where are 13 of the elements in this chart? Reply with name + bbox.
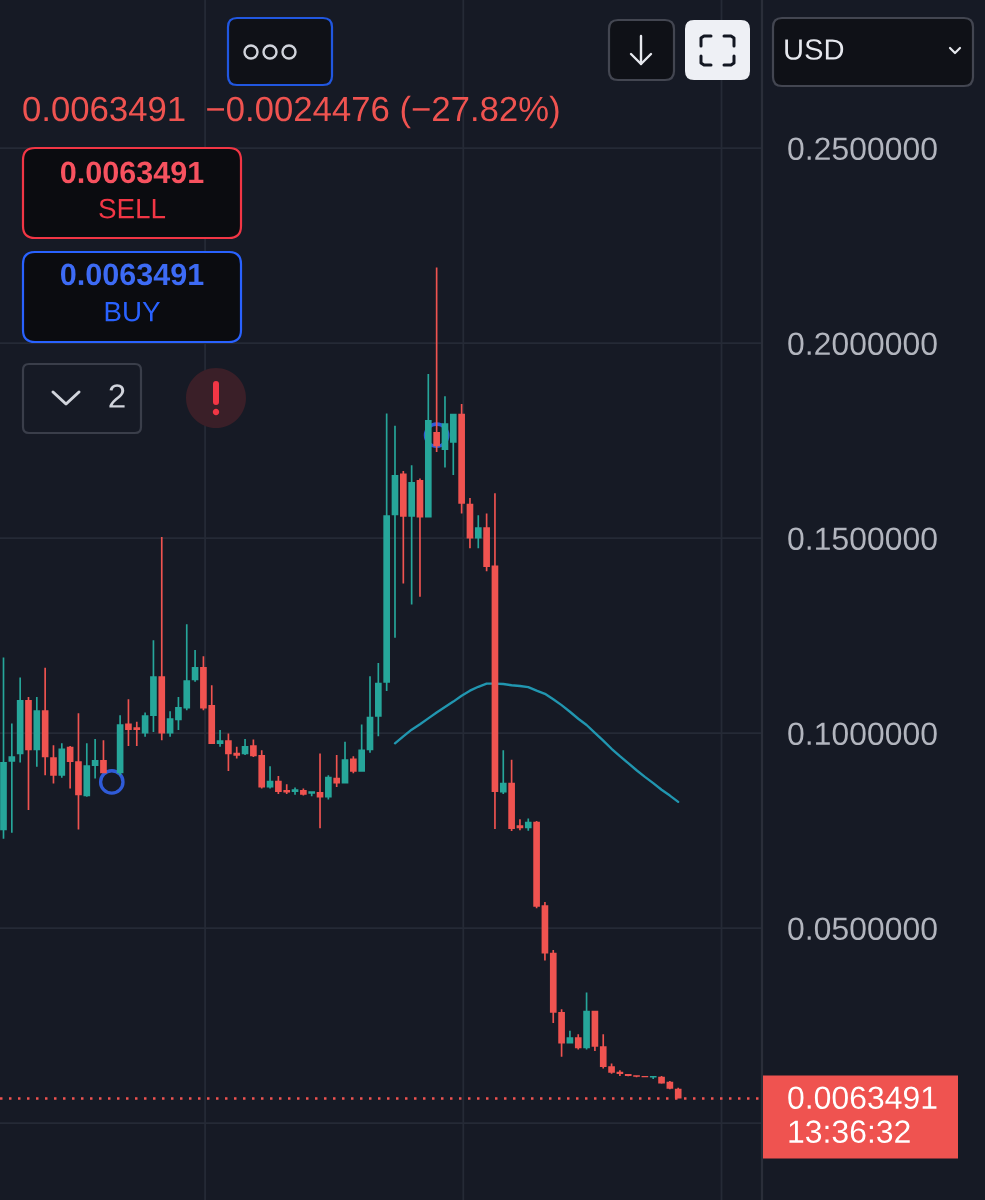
- annotation: BUY: [105, 302, 160, 322]
- y-tick-label: 0.0500000: [788, 917, 937, 941]
- ref-line-label: 0.0063491 13:36:32: [788, 1086, 937, 1143]
- y-tick-label: 0.2500000: [788, 137, 937, 161]
- y-tick-label: 0.1500000: [788, 527, 937, 551]
- annotation: SELL: [99, 198, 166, 219]
- annotation: 0.0063491: [61, 161, 204, 184]
- y-tick-label: 0.1000000: [788, 722, 937, 746]
- annotation: 0.0063491: [61, 263, 204, 286]
- text: USD: [785, 39, 844, 60]
- annotation: 2: [109, 384, 125, 408]
- annotation: 0.0063491 −0.0024476 (−27.82%): [23, 95, 559, 129]
- y-tick-label: 0.2000000: [788, 332, 937, 356]
